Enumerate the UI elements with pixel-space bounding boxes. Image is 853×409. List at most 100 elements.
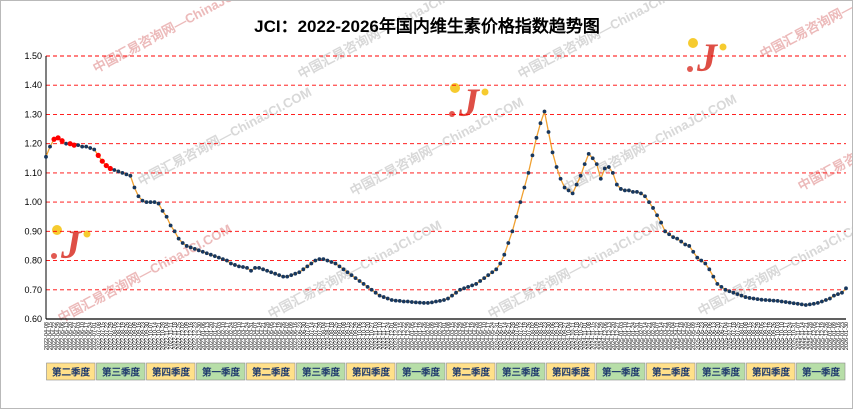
data-point bbox=[751, 296, 756, 301]
quarter-label: 第四季度 bbox=[352, 367, 391, 379]
x-tick-date-label: 2024-09-13 bbox=[555, 322, 561, 350]
data-point bbox=[546, 130, 551, 134]
data-point bbox=[631, 189, 635, 194]
data-point bbox=[554, 165, 559, 169]
data-point bbox=[277, 273, 282, 278]
y-tick-label: 1.20 bbox=[24, 139, 42, 149]
x-tick-date-label: 2024-04-19 bbox=[470, 322, 476, 350]
x-tick-date-label: 2025-06-06 bbox=[707, 322, 713, 350]
x-tick-date-label: 2024-02-09 bbox=[430, 322, 436, 350]
data-point bbox=[755, 297, 760, 302]
data-point bbox=[691, 249, 696, 254]
x-tick-date-label: 2023-02-10 bbox=[221, 322, 227, 350]
data-point bbox=[526, 170, 531, 175]
data-point bbox=[683, 242, 688, 247]
data-point bbox=[249, 268, 253, 273]
x-tick-date-label: 2022-04-15 bbox=[48, 322, 54, 350]
data-point bbox=[329, 260, 334, 264]
data-point-highlighted bbox=[107, 165, 113, 172]
x-tick-date-label: 2022-07-01 bbox=[92, 322, 98, 350]
quarter-label: 第一季度 bbox=[202, 367, 241, 379]
data-point bbox=[369, 287, 374, 292]
x-tick-date-label: 2024-07-12 bbox=[518, 322, 524, 350]
x-tick-date-label: 2023-10-13 bbox=[362, 322, 368, 350]
y-tick-label: 0.70 bbox=[24, 285, 42, 295]
x-tick-date-label: 2023-06-09 bbox=[289, 322, 295, 350]
data-point bbox=[775, 298, 780, 303]
x-axis-date-labels: 2022-04-082022-04-152022-04-222022-04-29… bbox=[44, 322, 850, 350]
x-tick-date-label: 2024-02-23 bbox=[438, 322, 444, 350]
data-point bbox=[265, 268, 270, 273]
data-point bbox=[671, 235, 676, 240]
data-point bbox=[759, 297, 764, 302]
x-tick-date-label: 2025-03-21 bbox=[663, 322, 669, 350]
x-tick-date-label: 2022-04-29 bbox=[56, 322, 62, 350]
x-tick-date-label: 2024-06-21 bbox=[506, 322, 512, 350]
data-point bbox=[586, 151, 591, 156]
x-tick-date-label: 2023-08-11 bbox=[325, 322, 331, 350]
x-tick-date-label: 2025-10-31 bbox=[792, 322, 798, 350]
quarter-label-row: 第二季度 第三季度 第四季度 第一季度 第二季度 第三季度 第四季度 第一季度 第二季度 第三季度… bbox=[46, 362, 846, 381]
data-point bbox=[337, 264, 342, 269]
y-tick-label: 1.10 bbox=[24, 168, 42, 178]
data-point bbox=[120, 170, 125, 175]
x-tick-date-label: 2025-12-19 bbox=[820, 322, 826, 350]
data-point bbox=[494, 267, 499, 272]
x-tick-date-label: 2024-11-15 bbox=[591, 322, 597, 350]
x-tick-date-label: 2022-07-22 bbox=[104, 322, 110, 350]
data-point bbox=[124, 172, 129, 177]
data-point bbox=[450, 293, 454, 298]
data-point bbox=[200, 249, 205, 254]
logo-letter: J bbox=[60, 222, 83, 267]
x-tick-date-label: 2022-10-28 bbox=[161, 322, 167, 350]
x-tick-date-label: 2025-02-14 bbox=[643, 322, 649, 350]
x-tick-date-label: 2024-02-02 bbox=[426, 322, 432, 350]
data-point bbox=[518, 200, 523, 205]
logo-dot-yellow bbox=[719, 43, 727, 51]
data-point bbox=[353, 276, 358, 280]
watermark-text: 中国汇易咨询网—ChinaJCI.COM bbox=[265, 217, 444, 321]
data-point bbox=[257, 265, 261, 270]
data-point bbox=[614, 182, 619, 187]
data-point bbox=[381, 295, 386, 299]
data-point bbox=[466, 284, 471, 289]
x-tick-date-label: 2025-03-14 bbox=[659, 322, 665, 350]
x-tick-date-label: 2023-03-17 bbox=[241, 322, 247, 350]
data-point bbox=[225, 258, 229, 263]
x-tick-date-label: 2022-04-22 bbox=[52, 322, 58, 350]
data-point bbox=[627, 188, 631, 193]
x-tick-date-label: 2025-01-10 bbox=[623, 322, 629, 350]
data-point bbox=[385, 296, 390, 301]
x-tick-date-label: 2024-11-01 bbox=[583, 322, 589, 350]
x-tick-date-label: 2025-08-29 bbox=[756, 322, 762, 350]
x-tick-date-label: 2023-02-03 bbox=[217, 322, 223, 350]
data-point bbox=[767, 298, 772, 303]
quarter-label: 第四季度 bbox=[752, 367, 791, 379]
quarter-label: 第二季度 bbox=[52, 367, 91, 379]
y-tick-label: 1.40 bbox=[24, 80, 42, 90]
data-point bbox=[458, 287, 462, 292]
quarter-box bbox=[246, 362, 296, 381]
x-tick-date-label: 2025-10-17 bbox=[784, 322, 790, 350]
quarter-label: 第一季度 bbox=[402, 367, 441, 379]
data-point bbox=[409, 300, 414, 304]
x-tick-date-label: 2024-03-01 bbox=[442, 322, 448, 350]
quarter-box bbox=[346, 362, 396, 381]
x-tick-date-label: 2025-09-26 bbox=[772, 322, 778, 350]
x-tick-date-label: 2025-09-12 bbox=[764, 322, 770, 350]
x-tick-date-label: 2025-11-07 bbox=[796, 322, 802, 350]
x-tick-date-label: 2025-09-19 bbox=[768, 322, 774, 350]
data-point bbox=[470, 283, 475, 288]
x-tick-date-label: 2023-04-14 bbox=[257, 322, 263, 350]
x-tick-date-label: 2023-08-25 bbox=[333, 322, 339, 350]
data-point bbox=[799, 302, 804, 307]
x-tick-date-label: 2022-12-16 bbox=[189, 322, 195, 350]
y-tick-label: 1.00 bbox=[24, 197, 42, 207]
x-tick-date-label: 2023-04-07 bbox=[253, 322, 259, 350]
x-tick-date-label: 2022-08-12 bbox=[116, 322, 122, 350]
quarter-box bbox=[446, 362, 496, 381]
data-point bbox=[570, 191, 575, 196]
x-tick-date-label: 2023-12-22 bbox=[402, 322, 408, 350]
x-tick-date-label: 2025-12-05 bbox=[812, 322, 818, 350]
